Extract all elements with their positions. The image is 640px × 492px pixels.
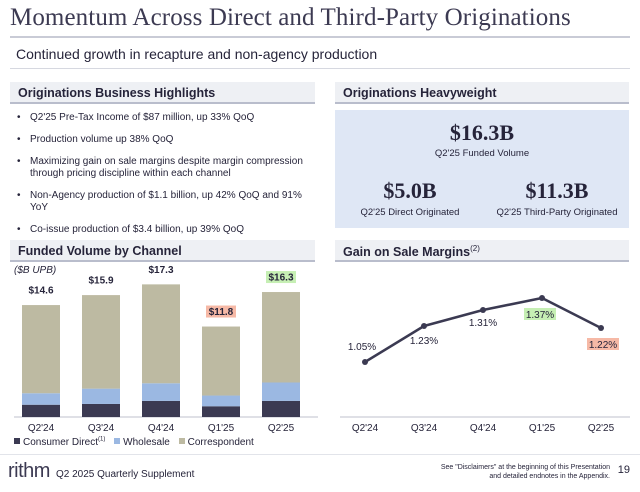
legend-swatch-wholesale [114, 438, 121, 445]
bar-total-label: $11.8 [209, 307, 234, 318]
rithm-logo: rithm [8, 460, 50, 482]
funded-volume-caption: Q2'25 Funded Volume [434, 148, 530, 159]
legend-label-consumer: Consumer Direct [23, 437, 99, 449]
x-tick-label: Q1'25 [208, 423, 235, 434]
data-label-highlight [524, 308, 556, 320]
gain-on-sale-chart: 1.05% Q2'24 1.23% Q3'24 1.31% Q4'24 1.37% Q1'25… [340, 295, 630, 434]
highlights-heading: Originations Business Highlights [10, 82, 315, 104]
bar-wholesale [22, 393, 60, 405]
bar-wholesale [202, 395, 240, 407]
legend-correspondent: Correspondent [178, 437, 254, 449]
total-label-highlight [206, 305, 236, 318]
gos-heading-footnote: (2) [470, 244, 480, 253]
legend-consumer: Consumer Direct(1) [14, 437, 105, 448]
legend-swatch-correspondent [178, 438, 185, 445]
bar-consumer-direct [202, 406, 240, 417]
x-tick-label: Q4'24 [148, 423, 175, 434]
gos-data-point [480, 307, 486, 313]
funded-chart-unit: ($B UPB) [14, 265, 57, 276]
funded-chart-heading: Funded Volume by Channel [10, 240, 315, 262]
gos-data-point [421, 323, 427, 329]
gos-data-label: 1.31% [469, 318, 497, 329]
gos-data-point [598, 325, 604, 331]
footer-title: Q2 2025 Quarterly Supplement [56, 469, 195, 480]
highlight-bullet: Q2'25 Pre-Tax Income of $87 million, up … [16, 112, 312, 124]
funded-volume-value: $16.3B [449, 120, 515, 145]
title-divider [10, 36, 630, 38]
legend-swatch-consumer [14, 438, 20, 445]
third-party-originated-value: $11.3B [525, 178, 589, 203]
highlight-bullet: Non-Agency production of $1.1 billion, u… [16, 190, 312, 214]
third-party-originated-caption: Q2'25 Third-Party Originated [496, 207, 618, 218]
x-tick-label: Q2'24 [28, 423, 55, 434]
page-number: 19 [617, 464, 630, 476]
bar-correspondent [202, 326, 240, 396]
x-tick-label: Q3'24 [411, 423, 438, 434]
highlight-bullet: Production volume up 38% QoQ [16, 134, 312, 146]
gos-data-label: 1.37% [526, 310, 554, 321]
total-label-highlight [266, 271, 296, 284]
direct-originated-value: $5.0B [383, 178, 437, 203]
footer-disclaimer: See "Disclaimers" at the beginning of th… [440, 464, 610, 480]
bar-correspondent [142, 284, 180, 384]
highlights-list: Q2'25 Pre-Tax Income of $87 million, up … [16, 112, 312, 246]
direct-originated-caption: Q2'25 Direct Originated [360, 207, 460, 218]
bar-consumer-direct [22, 404, 60, 417]
bar-consumer-direct [142, 400, 180, 417]
gos-data-label: 1.22% [589, 340, 617, 351]
bar-wholesale [262, 382, 300, 401]
gos-data-label: 1.23% [410, 336, 438, 347]
bar-total-label: $14.6 [28, 286, 53, 297]
heavyweight-heading: Originations Heavyweight [335, 82, 629, 104]
funded-chart-legend: Consumer Direct(1) Wholesale Corresponde… [14, 437, 260, 448]
heavyweight-panel: $16.3B Q2'25 Funded Volume $5.0B Q2'25 D… [335, 110, 629, 228]
x-tick-label: Q3'24 [88, 423, 115, 434]
gos-chart-heading: Gain on Sale Margins(2) [335, 240, 629, 262]
bar-total-label: $17.3 [148, 265, 173, 276]
bar-wholesale [142, 383, 180, 401]
page-title: Momentum Across Direct and Third-Party O… [10, 4, 571, 31]
highlight-bullet: Maximizing gain on sale margins despite … [16, 156, 312, 180]
x-tick-label: Q2'25 [588, 423, 615, 434]
gos-data-point [362, 359, 368, 365]
legend-label-wholesale: Wholesale [123, 437, 170, 449]
legend-footnote: (1) [98, 437, 106, 443]
highlight-bullet: Co-issue production of $3.4 billion, up … [16, 224, 312, 236]
x-tick-label: Q2'25 [268, 423, 295, 434]
gos-heading-text: Gain on Sale Margins [343, 245, 471, 260]
funded-volume-chart: $14.6 Q2'24 $15.9 Q3'24 $17.3 Q4'24 $11.8 Q1'25… [14, 265, 318, 434]
data-label-highlight [587, 338, 619, 350]
footer-divider [0, 454, 640, 455]
x-tick-label: Q1'25 [529, 423, 556, 434]
gos-data-label: 1.05% [348, 342, 376, 353]
subtitle-divider [10, 68, 630, 69]
bar-correspondent [262, 292, 300, 383]
bar-total-label: $15.9 [88, 276, 113, 287]
legend-wholesale: Wholesale [114, 437, 170, 448]
gos-data-point [539, 295, 545, 301]
x-tick-label: Q2'24 [352, 423, 379, 434]
bar-wholesale [82, 388, 120, 404]
bar-correspondent [22, 305, 60, 394]
bar-consumer-direct [262, 400, 300, 417]
bar-total-label: $16.3 [268, 273, 293, 284]
bar-consumer-direct [82, 403, 120, 417]
x-tick-label: Q4'24 [470, 423, 497, 434]
page-subtitle: Continued growth in recapture and non-ag… [16, 46, 378, 62]
legend-label-correspondent: Correspondent [187, 437, 254, 449]
bar-correspondent [82, 295, 120, 389]
